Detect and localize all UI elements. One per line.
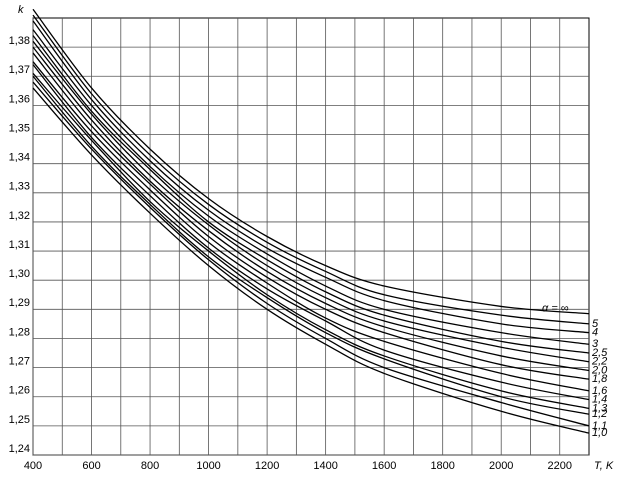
curve-label: 1,3 (592, 402, 608, 414)
curve-label: 1,1 (592, 420, 607, 432)
curve (32, 29, 590, 345)
y-axis-label: k (18, 4, 24, 16)
curve-label: 1,2 (592, 408, 607, 420)
curve-label: 2,0 (591, 364, 608, 376)
y-tick-label: 1,33 (9, 181, 30, 193)
y-tick-label: 1,35 (9, 122, 30, 134)
x-tick-label: 400 (24, 460, 42, 472)
curve-label: α = ∞ (542, 303, 569, 315)
curve (32, 8, 590, 315)
y-tick-label: 1,30 (9, 268, 30, 280)
x-tick-label: 1000 (196, 460, 220, 472)
curve-label: 5 (592, 318, 599, 330)
curve-label: 4 (592, 327, 598, 339)
curve (32, 46, 590, 372)
y-tick-label: 1,32 (9, 210, 30, 222)
y-tick-label: 1,36 (9, 93, 30, 105)
curve-label: 2,2 (591, 356, 607, 368)
curve (32, 35, 590, 354)
plot-frame (32, 17, 590, 456)
x-tick-label: 600 (82, 460, 100, 472)
curve (32, 20, 590, 334)
curve (32, 81, 590, 427)
curve-label: 1,4 (592, 394, 607, 406)
y-tick-label: 1,24 (9, 443, 30, 455)
curve (32, 61, 590, 392)
x-tick-label: 1400 (313, 460, 337, 472)
x-tick-label: 800 (141, 460, 159, 472)
curve-label: 1,0 (592, 427, 608, 439)
curve (32, 87, 590, 434)
x-tick-label: 1600 (372, 460, 396, 472)
y-tick-label: 1,29 (9, 297, 30, 309)
y-tick-label: 1,27 (9, 356, 30, 368)
x-axis-label: T, K (594, 460, 614, 472)
curve (32, 75, 590, 415)
y-tick-label: 1,26 (9, 385, 30, 397)
curve-label: 2,5 (591, 347, 608, 359)
curve-label: 3 (592, 338, 599, 350)
curve-label: 1,8 (592, 373, 608, 385)
curve-label: 1,6 (592, 385, 608, 397)
y-tick-label: 1,38 (9, 35, 30, 47)
curve (32, 64, 590, 401)
x-tick-label: 2000 (489, 460, 513, 472)
y-tick-label: 1,25 (9, 414, 30, 426)
y-tick-label: 1,28 (9, 326, 30, 338)
y-tick-label: 1,31 (9, 239, 30, 251)
x-tick-label: 2200 (547, 460, 571, 472)
curve (32, 40, 590, 363)
curve (32, 52, 590, 380)
x-tick-label: 1800 (430, 460, 454, 472)
y-tick-label: 1,34 (9, 152, 30, 164)
y-tick-label: 1,37 (9, 64, 30, 76)
x-tick-label: 1200 (255, 460, 279, 472)
curve (32, 14, 590, 325)
curve (32, 72, 590, 410)
